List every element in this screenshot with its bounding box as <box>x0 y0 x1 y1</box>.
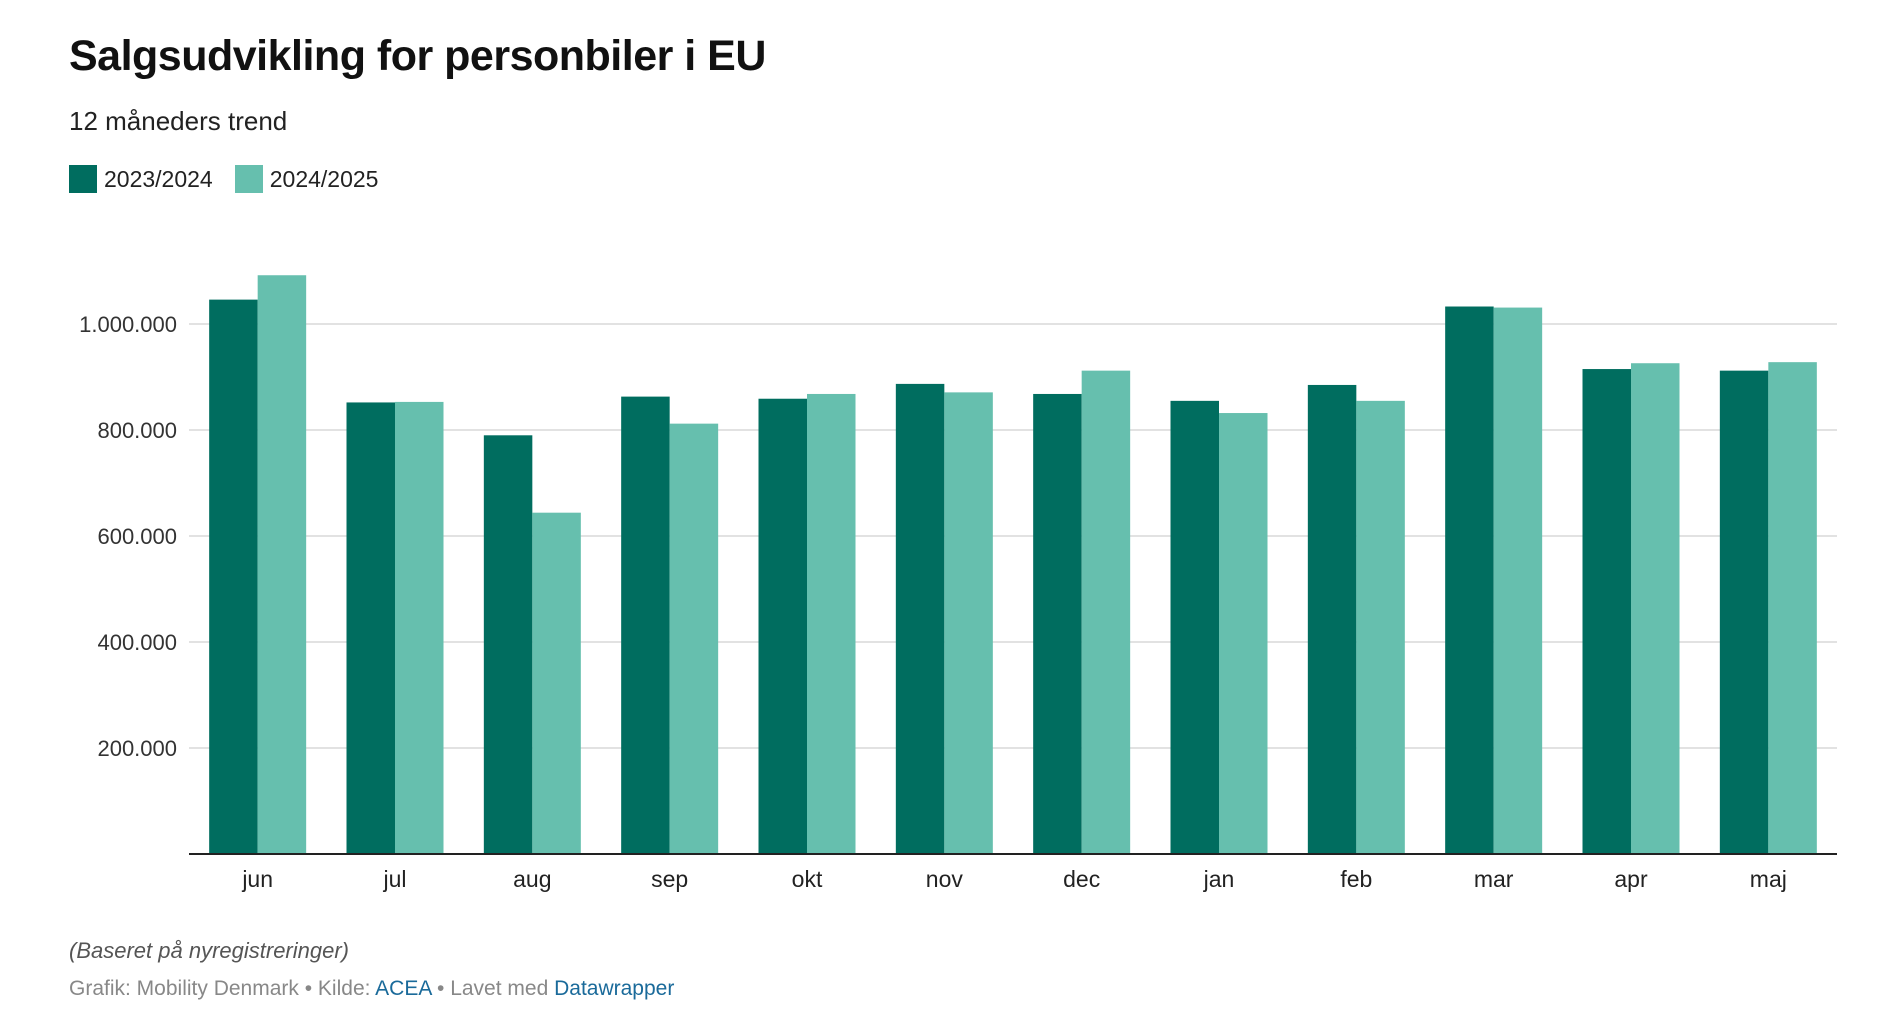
bar-maj-series-1 <box>1719 370 1769 854</box>
x-tick-label: apr <box>1614 866 1648 892</box>
bar-aug-series-1 <box>483 435 533 854</box>
bar-mar-series-1 <box>1445 306 1494 854</box>
bar-sep-series-1 <box>621 396 670 854</box>
bar-maj-series-2 <box>1768 362 1817 854</box>
y-tick-label: 600.000 <box>97 524 177 549</box>
bar-apr-series-2 <box>1631 363 1680 854</box>
x-tick-label: feb <box>1340 866 1372 892</box>
footer-source-label: Kilde: <box>317 977 376 1000</box>
legend-swatch-series-1 <box>69 165 97 193</box>
bar-feb-series-1 <box>1307 384 1357 854</box>
x-tick-label: jul <box>382 866 406 892</box>
source-link[interactable]: ACEA <box>375 977 432 1000</box>
footer-made-with-label: Lavet med <box>450 977 555 1000</box>
y-tick-label: 200.000 <box>97 736 177 761</box>
x-tick-label: okt <box>792 866 823 892</box>
bar-jul-series-1 <box>346 402 395 854</box>
bar-nov-series-2 <box>944 392 993 854</box>
bar-apr-series-1 <box>1582 369 1631 854</box>
bar-chart: 200.000 400.000 600.000 800.000 1.000.000 jun… <box>79 275 1837 892</box>
chart-subtitle: 12 måneders trend <box>69 106 288 136</box>
bar-jun-series-1 <box>209 299 258 854</box>
bar-jul-series-2 <box>395 401 444 854</box>
datawrapper-link[interactable]: Datawrapper <box>554 977 675 1000</box>
bar-okt-series-2 <box>807 393 856 854</box>
chart-footer: Grafik: Mobility Denmark • Kilde: ACEA •… <box>69 977 674 1001</box>
legend-swatch-series-2 <box>234 165 263 193</box>
bar-dec-series-1 <box>1033 393 1082 854</box>
legend-item-series-1: 2023/2024 <box>69 165 213 193</box>
bar-mar-series-2 <box>1493 307 1543 854</box>
legend-label-series-2: 2024/2025 <box>269 165 379 192</box>
x-tick-label: jun <box>241 866 273 892</box>
y-tick-label: 400.000 <box>97 630 177 655</box>
bar-jan-series-2 <box>1219 413 1268 854</box>
x-tick-label: jan <box>1203 866 1235 892</box>
footer-credit: Grafik: Mobility Denmark <box>69 977 299 1000</box>
chart-title: Salgsudvikling for personbiler i EU <box>69 32 766 80</box>
bar-nov-series-1 <box>895 383 945 854</box>
bar-okt-series-1 <box>758 398 807 854</box>
x-tick-label: sep <box>651 866 688 892</box>
bar-jan-series-1 <box>1170 400 1219 854</box>
y-tick-label: 1.000.000 <box>79 312 177 337</box>
x-tick-label: mar <box>1474 866 1514 892</box>
x-tick-label: nov <box>926 866 964 892</box>
bar-dec-series-2 <box>1081 370 1131 854</box>
footer-separator: • <box>431 977 451 1000</box>
x-tick-label: aug <box>513 866 551 892</box>
bar-jun-series-2 <box>257 275 307 854</box>
chart-legend: 2023/2024 2024/2025 <box>69 165 400 193</box>
bar-aug-series-2 <box>532 512 581 854</box>
x-tick-label: dec <box>1063 866 1100 892</box>
x-tick-label: maj <box>1750 866 1787 892</box>
bar-feb-series-2 <box>1356 400 1405 854</box>
chart-note: (Baseret på nyregistreringer) <box>69 938 350 963</box>
bar-sep-series-2 <box>669 423 719 854</box>
legend-item-series-2: 2024/2025 <box>234 165 379 193</box>
footer-separator: • <box>298 977 318 1000</box>
legend-label-series-1: 2023/2024 <box>104 165 213 192</box>
y-tick-label: 800.000 <box>97 418 177 443</box>
